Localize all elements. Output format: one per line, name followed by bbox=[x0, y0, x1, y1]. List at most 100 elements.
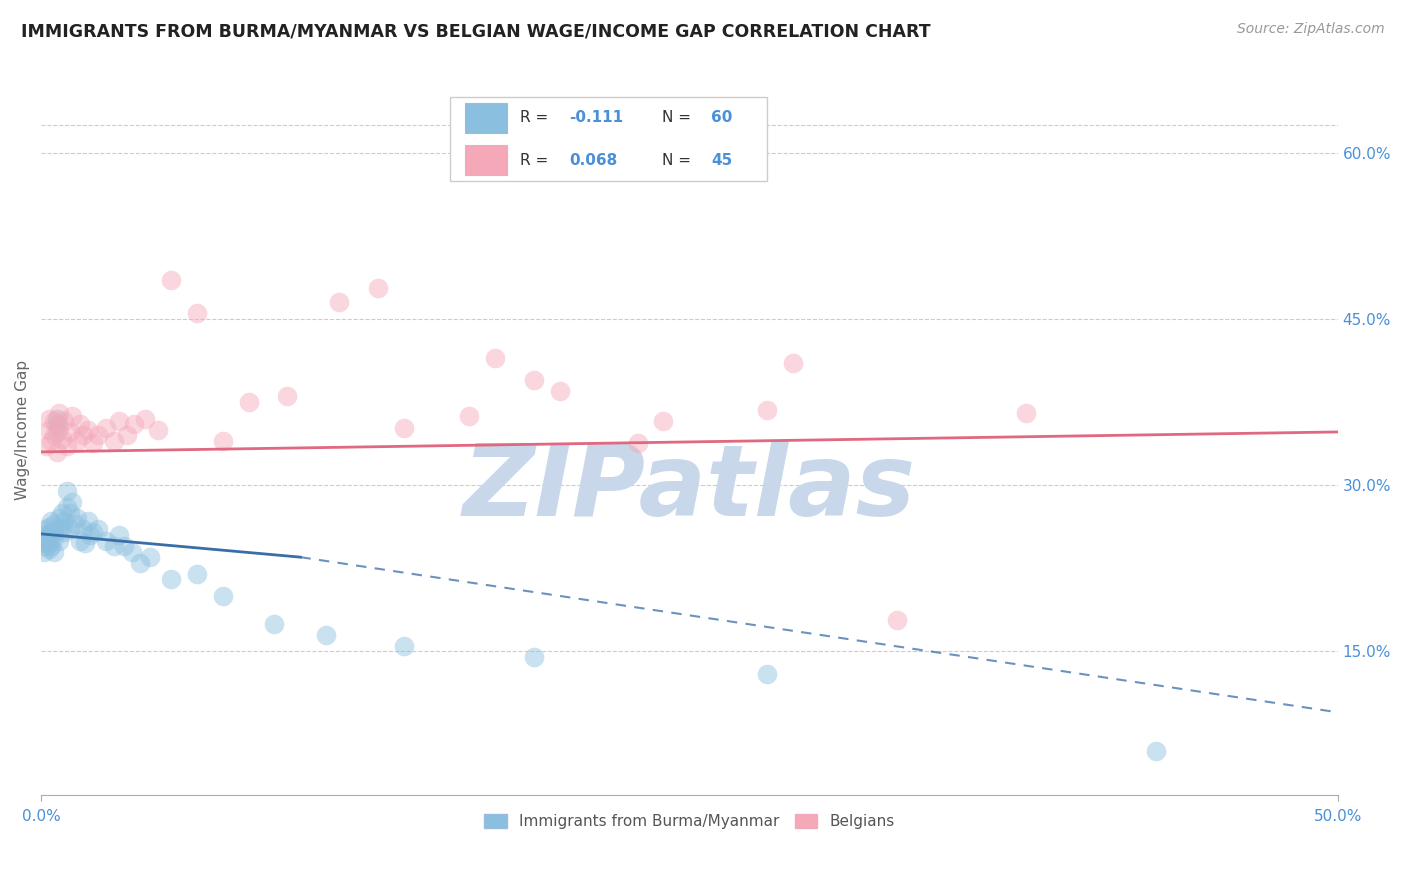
Point bbox=[112, 539, 135, 553]
Point bbox=[82, 524, 104, 539]
Point bbox=[66, 511, 89, 525]
Point bbox=[69, 533, 91, 548]
Point bbox=[211, 589, 233, 603]
Point bbox=[72, 523, 94, 537]
Point bbox=[82, 436, 104, 450]
Point bbox=[51, 506, 73, 520]
Point bbox=[121, 544, 143, 558]
Point bbox=[35, 523, 58, 537]
Point bbox=[32, 533, 55, 548]
Point bbox=[523, 649, 546, 664]
Point bbox=[94, 533, 117, 548]
Legend: Immigrants from Burma/Myanmar, Belgians: Immigrants from Burma/Myanmar, Belgians bbox=[478, 808, 901, 835]
Point bbox=[32, 528, 55, 542]
Point bbox=[59, 523, 82, 537]
Point bbox=[35, 539, 58, 553]
Point bbox=[38, 423, 60, 437]
Text: 0.068: 0.068 bbox=[569, 153, 617, 168]
Point bbox=[124, 417, 146, 432]
Point bbox=[42, 544, 65, 558]
Point bbox=[35, 531, 58, 545]
Text: N =: N = bbox=[662, 153, 696, 168]
Point bbox=[45, 445, 67, 459]
Point bbox=[276, 389, 298, 403]
Point bbox=[59, 425, 82, 439]
Text: IMMIGRANTS FROM BURMA/MYANMAR VS BELGIAN WAGE/INCOME GAP CORRELATION CHART: IMMIGRANTS FROM BURMA/MYANMAR VS BELGIAN… bbox=[21, 22, 931, 40]
Point bbox=[1015, 406, 1038, 420]
Point bbox=[523, 373, 546, 387]
Point bbox=[53, 524, 76, 539]
Point bbox=[626, 436, 648, 450]
Text: Source: ZipAtlas.com: Source: ZipAtlas.com bbox=[1237, 22, 1385, 37]
Point bbox=[484, 351, 506, 365]
Point bbox=[782, 356, 804, 370]
Point bbox=[53, 414, 76, 428]
Point bbox=[48, 511, 70, 525]
Point bbox=[38, 535, 60, 549]
Point bbox=[75, 535, 97, 549]
Point bbox=[42, 516, 65, 531]
Point bbox=[48, 420, 70, 434]
Point bbox=[35, 535, 58, 549]
Point bbox=[186, 566, 208, 581]
Point bbox=[548, 384, 571, 398]
FancyBboxPatch shape bbox=[465, 103, 506, 133]
Text: R =: R = bbox=[520, 153, 553, 168]
Text: R =: R = bbox=[520, 111, 553, 126]
Point bbox=[48, 406, 70, 420]
Point bbox=[45, 417, 67, 432]
Point bbox=[56, 483, 79, 498]
Y-axis label: Wage/Income Gap: Wage/Income Gap bbox=[15, 359, 30, 500]
Point bbox=[458, 409, 481, 424]
Point bbox=[108, 528, 131, 542]
Text: 60: 60 bbox=[711, 111, 733, 126]
Point bbox=[41, 524, 63, 539]
FancyBboxPatch shape bbox=[465, 145, 506, 175]
Point bbox=[48, 533, 70, 548]
Point bbox=[38, 533, 60, 548]
Point bbox=[48, 523, 70, 537]
Point bbox=[756, 402, 779, 417]
Point bbox=[59, 506, 82, 520]
Point bbox=[128, 556, 150, 570]
Point bbox=[41, 528, 63, 542]
Point bbox=[76, 514, 98, 528]
Point bbox=[42, 524, 65, 539]
Point bbox=[134, 411, 156, 425]
Point bbox=[103, 434, 125, 448]
Point bbox=[756, 666, 779, 681]
Point bbox=[38, 542, 60, 557]
Point bbox=[159, 273, 181, 287]
FancyBboxPatch shape bbox=[450, 97, 768, 181]
Point bbox=[56, 500, 79, 515]
Point bbox=[146, 423, 169, 437]
Point bbox=[60, 495, 83, 509]
Point bbox=[79, 528, 101, 542]
Point bbox=[51, 432, 73, 446]
Text: 45: 45 bbox=[711, 153, 733, 168]
Point bbox=[38, 528, 60, 542]
Point bbox=[45, 411, 67, 425]
Point bbox=[139, 550, 162, 565]
Point bbox=[94, 420, 117, 434]
Point bbox=[87, 523, 110, 537]
Point bbox=[76, 423, 98, 437]
Point bbox=[35, 439, 58, 453]
Point bbox=[652, 414, 675, 428]
Point bbox=[42, 428, 65, 442]
Point bbox=[328, 295, 350, 310]
Point bbox=[72, 428, 94, 442]
Point bbox=[886, 613, 908, 627]
Point bbox=[32, 544, 55, 558]
Point bbox=[159, 572, 181, 586]
Point bbox=[41, 434, 63, 448]
Point bbox=[69, 417, 91, 432]
Text: ZIPatlas: ZIPatlas bbox=[463, 440, 915, 537]
Point bbox=[63, 516, 86, 531]
Point bbox=[87, 428, 110, 442]
Point bbox=[41, 514, 63, 528]
Point bbox=[38, 411, 60, 425]
Point bbox=[238, 395, 260, 409]
Point bbox=[315, 628, 337, 642]
Point bbox=[45, 425, 67, 439]
